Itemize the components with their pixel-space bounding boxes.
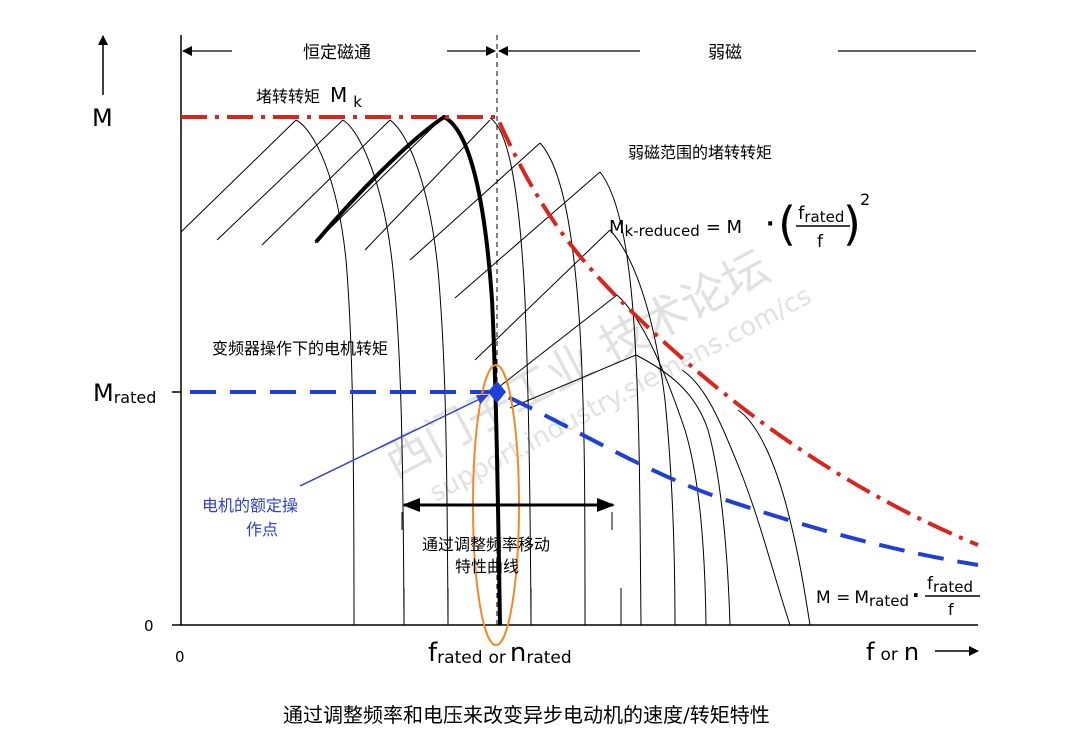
formula-k-reduced: Mk-reduced = M · ( frated f ) 2 xyxy=(609,190,870,252)
rated-operating-point xyxy=(488,381,506,403)
y-axis-label: M xyxy=(92,104,113,132)
slip-lines xyxy=(180,119,637,409)
field-weakening-label: 弱磁 xyxy=(708,43,742,63)
formula1-left-paren: ( xyxy=(778,197,796,251)
formula2-dot: · xyxy=(912,583,920,607)
formula1-dot: · xyxy=(766,212,774,237)
origin-y-label: 0 xyxy=(144,617,154,635)
rated-point-label-line2: 作点 xyxy=(246,520,278,539)
formula1-lhs: Mk-reduced = M xyxy=(609,217,742,240)
watermark: 西门子工业 技术论坛 support.industry.siemens.com/… xyxy=(374,239,816,508)
weak-field-stall-label: 弱磁范围的堵转转矩 xyxy=(628,143,772,162)
formula2-numerator: frated xyxy=(927,574,973,596)
formula2-lhs: M = Mrated xyxy=(816,588,909,610)
x-axis-label: f or n xyxy=(866,638,919,666)
figure-caption: 通过调整频率和电压来改变异步电动机的速度/转矩特性 xyxy=(283,703,770,727)
rated-frequency-curve xyxy=(314,114,502,626)
formula2-denominator: f xyxy=(948,600,954,619)
rated-point-label-line1: 电机的额定操 xyxy=(202,496,298,515)
rated-point-pointer xyxy=(299,394,489,487)
formula1-right-paren: ) xyxy=(843,197,861,251)
vfd-torque-label: 变频器操作下的电机转矩 xyxy=(212,339,388,358)
formula-m-rated: M = Mrated · frated f xyxy=(816,574,980,619)
torque-curves xyxy=(295,117,811,626)
formula1-denominator: f xyxy=(817,232,824,252)
f-rated-or-n-rated-label: frated or nrated xyxy=(428,638,572,668)
stall-torque-curve xyxy=(181,115,979,547)
x-axis-ticks xyxy=(401,512,622,625)
rated-torque-curve xyxy=(190,390,979,567)
constant-flux-label: 恒定磁通 xyxy=(303,43,371,63)
shift-label-line2: 特性曲线 xyxy=(455,557,519,576)
formula1-exponent: 2 xyxy=(860,190,870,209)
watermark-line1: 西门子工业 技术论坛 xyxy=(374,239,778,488)
m-rated-label: Mrated xyxy=(93,379,156,407)
formula1-numerator: frated xyxy=(798,203,844,226)
origin-x-label: 0 xyxy=(175,648,185,666)
shift-label-line1: 通过调整频率移动 xyxy=(422,535,550,554)
